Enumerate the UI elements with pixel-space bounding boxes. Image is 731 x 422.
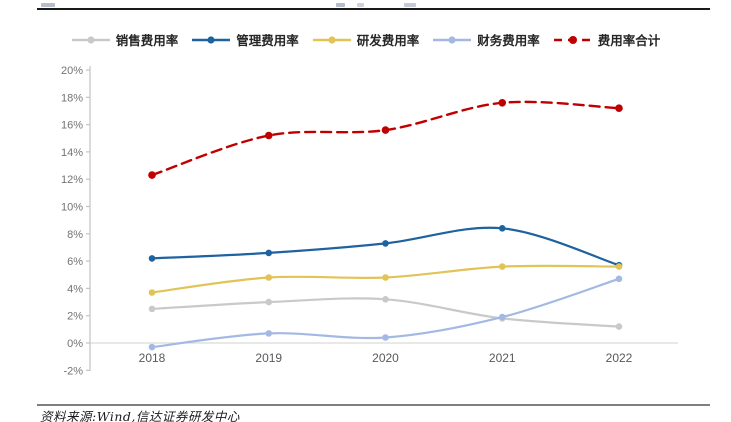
data-point-total-expense-ratio [381,126,390,134]
data-point-total-expense-ratio [498,99,507,107]
data-point-admin-expense-ratio [498,225,506,232]
cropped-title-fragment [41,3,55,7]
series-finance-expense-ratio [148,275,623,351]
legend-marker-rnd-expense-ratio [328,35,336,44]
legend-item-admin-expense-ratio: 管理费用率 [191,30,299,49]
top-divider [37,8,710,10]
data-point-admin-expense-ratio [148,255,156,262]
data-point-admin-expense-ratio [265,249,273,257]
data-point-rnd-expense-ratio [148,289,156,296]
cropped-title-fragment [336,3,345,7]
legend-item-sales-expense-ratio: 销售费用率 [71,30,179,49]
legend-label-finance-expense-ratio: 财务费用率 [477,34,540,48]
legend-label-total-expense-ratio: 费用率合计 [597,34,661,48]
data-point-rnd-expense-ratio [382,274,389,281]
y-tick-label: 0% [67,338,83,350]
legend-item-rnd-expense-ratio: 研发费用率 [312,30,420,49]
legend-marker-admin-expense-ratio [207,35,215,44]
legend-line-sample-sales-expense-ratio [71,35,110,44]
data-point-rnd-expense-ratio [498,263,506,270]
y-tick-label: 16% [61,120,83,132]
y-tick-label: 12% [61,174,83,186]
data-point-admin-expense-ratio [382,240,389,247]
x-tick-label: 2021 [489,351,516,365]
legend-line-sample-admin-expense-ratio [192,35,231,44]
data-point-total-expense-ratio [148,171,156,179]
y-tick-label: 20% [61,65,83,77]
series-total-expense-ratio [148,99,623,179]
y-tick-label: 18% [61,92,83,104]
series-sales-expense-ratio [148,296,623,330]
y-tick-label: 6% [67,256,83,268]
legend-label-admin-expense-ratio: 管理费用率 [236,34,299,48]
legend-item-finance-expense-ratio: 财务费用率 [432,30,540,49]
data-point-total-expense-ratio [615,104,623,112]
data-point-rnd-expense-ratio [615,263,623,270]
legend-label-rnd-expense-ratio: 研发费用率 [356,34,420,48]
y-tick-label: 10% [61,202,83,214]
data-point-finance-expense-ratio [382,334,389,341]
data-point-sales-expense-ratio [148,305,156,313]
cropped-title-fragment [357,3,364,7]
legend-marker-total-expense-ratio [568,35,577,44]
data-point-rnd-expense-ratio [265,274,273,281]
x-tick-label: 2022 [606,351,633,365]
legend-marker-sales-expense-ratio [87,35,95,44]
footer-divider [37,404,710,406]
data-point-sales-expense-ratio [265,298,273,306]
legend-line-sample-finance-expense-ratio [433,35,472,44]
data-point-sales-expense-ratio [382,296,389,303]
y-tick-label: -2% [63,365,83,377]
legend-marker-finance-expense-ratio [448,35,456,44]
legend-item-total-expense-ratio: 费用率合计 [553,30,661,49]
x-axis-labels: 2018 2019 2020 2021 2022 [139,351,633,365]
y-tick-label: 8% [67,229,83,241]
legend-label-sales-expense-ratio: 销售费用率 [115,34,179,48]
legend-line-sample-rnd-expense-ratio [312,35,351,44]
data-point-total-expense-ratio [264,131,273,140]
legend-line-sample-total-expense-ratio [553,35,592,44]
data-source-note: 资料来源:Wind,信达证券研发中心 [40,409,240,422]
x-tick-label: 2019 [255,351,282,365]
series-line-total-expense-ratio [150,100,621,177]
data-point-finance-expense-ratio [498,313,506,321]
chart-legend: 销售费用率 管理费用率 研发费用率 财务费用率 费用率合计 [0,30,731,49]
y-tick-label: 14% [61,147,83,159]
data-point-finance-expense-ratio [615,275,623,283]
data-point-sales-expense-ratio [615,323,623,330]
y-axis: 20% 18% 16% 14% 12% 10% 8% 6% 4% 2% 0% -2% [61,65,91,377]
x-tick-label: 2020 [372,351,399,365]
series-rnd-expense-ratio [148,263,623,296]
series-admin-expense-ratio [148,225,623,269]
data-point-finance-expense-ratio [148,343,156,351]
y-tick-label: 4% [67,283,83,295]
cropped-title-fragment [404,3,416,7]
y-tick-label: 2% [67,311,83,323]
x-tick-label: 2018 [139,351,166,365]
data-point-finance-expense-ratio [265,330,273,337]
